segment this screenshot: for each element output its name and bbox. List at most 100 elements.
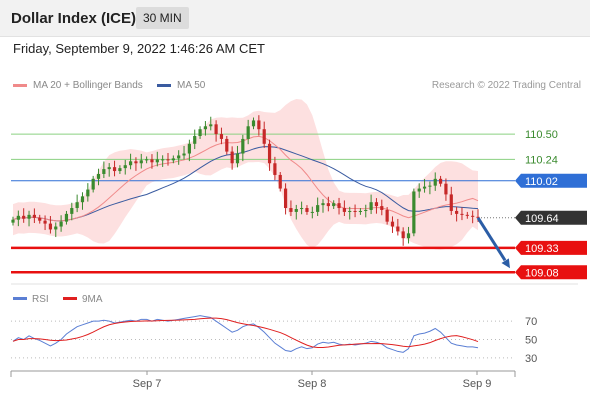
candle (139, 160, 143, 164)
legend-ma20: MA 20 + Bollinger Bands (13, 80, 143, 91)
candle (316, 205, 320, 212)
candle (273, 163, 277, 175)
support-label: 109.33 (525, 243, 559, 255)
rsi-ma-line (12, 317, 479, 349)
rsi-ma-legend-label: 9MA (82, 294, 103, 305)
candle (262, 129, 266, 144)
candle (380, 206, 384, 210)
ma50-swatch (157, 84, 171, 87)
candle (283, 188, 288, 209)
candle (11, 219, 15, 223)
pivot-label: 110.02 (525, 176, 558, 188)
candle (209, 124, 213, 127)
candle (182, 153, 186, 156)
candle (353, 210, 357, 212)
candle (476, 216, 480, 218)
candle (86, 189, 90, 197)
candle (187, 143, 191, 154)
candle (32, 214, 36, 218)
candle (267, 143, 272, 164)
ma20-swatch (13, 84, 27, 87)
candle (59, 221, 63, 227)
instrument-title: Dollar Index (ICE) (11, 10, 137, 27)
candle (22, 215, 26, 219)
candle (460, 213, 464, 215)
candle (369, 202, 373, 210)
candle (358, 210, 363, 212)
candle (251, 120, 256, 127)
pivot-label-box (515, 173, 587, 188)
support-label-box (515, 265, 587, 280)
candle (128, 161, 133, 166)
candle (214, 124, 218, 135)
ma20-line (12, 135, 479, 222)
candle (155, 159, 159, 163)
time-label: Sep 8 (298, 378, 327, 390)
candle (321, 203, 325, 206)
last-label: 109.64 (525, 213, 559, 225)
ma20-label: MA 20 + Bollinger Bands (33, 80, 143, 91)
support-label: 109.08 (525, 267, 559, 279)
candle (102, 169, 106, 174)
rsi-swatch (13, 297, 27, 300)
rsi-tick-label: 30 (525, 353, 537, 365)
candle (374, 202, 379, 207)
candle (54, 226, 58, 230)
candle (278, 174, 282, 189)
candle (75, 202, 79, 209)
time-label: Sep 7 (133, 378, 162, 390)
credit-text: Research © 2022 Trading Central (431, 80, 581, 91)
candle (300, 208, 304, 210)
candle (364, 209, 368, 211)
candle (438, 178, 443, 184)
candle (16, 215, 20, 220)
candle (219, 134, 224, 139)
candle (43, 220, 47, 224)
candle (401, 231, 405, 239)
candle (150, 159, 154, 163)
candle (342, 208, 346, 212)
candle (171, 158, 175, 161)
chart-header: Dollar Index (ICE) 30 MIN (0, 0, 590, 37)
candle (96, 173, 101, 179)
candle (465, 214, 469, 216)
timestamp: Friday, September 9, 2022 1:46:26 AM CET (13, 41, 265, 56)
timeframe-badge[interactable]: 30 MIN (136, 7, 189, 29)
candle (390, 221, 395, 227)
last-label-box (515, 210, 587, 225)
candle (107, 167, 111, 170)
rsi-tick-label: 50 (525, 335, 537, 347)
candle (91, 178, 95, 190)
candle (166, 159, 170, 161)
rsi-tick-label: 70 (525, 316, 537, 328)
candle (449, 194, 453, 211)
candle (193, 136, 197, 144)
candle (428, 185, 432, 187)
candle (177, 155, 181, 159)
rsi-ma-swatch (63, 297, 77, 300)
candle (326, 203, 330, 207)
candle (203, 126, 208, 130)
candle (225, 138, 229, 152)
candle (332, 203, 336, 207)
resistance-label: 110.50 (525, 129, 558, 141)
candle (80, 196, 85, 203)
candle (27, 214, 31, 219)
candle (455, 210, 459, 214)
candle (70, 208, 74, 214)
candle (337, 203, 341, 209)
time-label: Sep 9 (463, 378, 492, 390)
forecast-arrow-shaft (476, 216, 507, 262)
candle (241, 138, 245, 154)
candle (417, 188, 421, 192)
candle (48, 223, 53, 230)
candle (230, 151, 234, 164)
candle (406, 233, 411, 239)
candle (38, 217, 42, 221)
legend-ma50: MA 50 (157, 80, 205, 91)
rsi-legend-label: RSI (32, 294, 49, 305)
candle (64, 213, 69, 222)
ma50-line (12, 146, 479, 222)
candle (161, 159, 165, 161)
